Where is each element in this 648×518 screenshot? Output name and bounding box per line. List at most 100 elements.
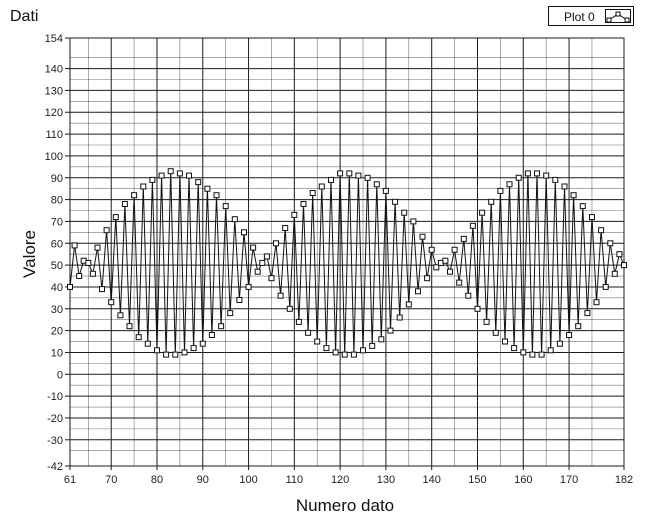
data-point <box>89 270 96 277</box>
data-point <box>76 273 83 279</box>
data-point <box>534 170 540 177</box>
data-point <box>538 351 545 358</box>
data-point <box>607 240 614 247</box>
data-point <box>502 338 508 345</box>
data-point <box>204 185 211 192</box>
legend[interactable]: Plot 0 <box>548 6 634 26</box>
data-point <box>71 242 78 249</box>
data-point <box>346 170 353 177</box>
data-point <box>543 172 550 179</box>
data-point <box>309 190 316 196</box>
data-point <box>295 318 302 325</box>
data-point <box>364 174 371 181</box>
data-point <box>556 340 563 347</box>
y-tick-label: 10 <box>51 347 63 359</box>
y-tick-label: -20 <box>47 413 63 425</box>
data-point <box>263 253 270 260</box>
data-point <box>108 299 115 306</box>
data-point <box>341 351 348 358</box>
y-tick-label: 110 <box>45 129 63 141</box>
y-tick-label: -42 <box>47 461 63 473</box>
data-point <box>227 310 234 317</box>
y-tick-label: 80 <box>51 195 63 207</box>
data-point <box>67 283 73 290</box>
data-point <box>511 345 518 352</box>
y-tick-label: 120 <box>45 107 63 119</box>
data-point <box>488 198 495 205</box>
x-tick-label: 100 <box>239 474 257 486</box>
data-point <box>433 264 440 271</box>
x-tick-label: 90 <box>197 474 209 486</box>
data-point <box>552 176 559 183</box>
x-tick-label: 170 <box>560 474 578 486</box>
data-point <box>144 340 151 347</box>
legend-label: Plot 0 <box>564 10 595 24</box>
data-point <box>451 246 458 253</box>
data-point <box>241 229 247 236</box>
data-point <box>382 187 389 194</box>
y-tick-label: 130 <box>45 85 63 97</box>
data-point <box>176 170 183 177</box>
data-point <box>410 218 417 225</box>
data-point <box>94 244 101 251</box>
x-tick-label: 160 <box>514 474 532 486</box>
data-point <box>611 270 618 277</box>
data-point <box>282 225 289 231</box>
data-point <box>300 201 307 207</box>
x-tick-label: 140 <box>423 474 441 486</box>
data-point <box>515 174 522 181</box>
data-point <box>231 216 238 223</box>
data-point <box>291 211 298 218</box>
data-point <box>337 170 344 177</box>
x-tick-label: 61 <box>64 474 76 486</box>
data-point <box>428 246 435 253</box>
data-point <box>259 259 266 266</box>
legend-plot-style-icon[interactable] <box>605 9 631 23</box>
data-point <box>497 187 504 194</box>
data-point <box>442 257 449 264</box>
x-tick-label: 110 <box>286 474 304 486</box>
series-line <box>69 171 625 355</box>
data-point <box>589 214 595 221</box>
data-point <box>323 345 330 352</box>
data-point <box>158 172 165 179</box>
data-point <box>566 332 573 338</box>
data-point <box>529 351 536 358</box>
chart-title: Dati <box>10 8 38 25</box>
data-point <box>419 233 426 240</box>
data-point <box>602 283 609 290</box>
y-tick-label: 90 <box>51 173 63 185</box>
data-point <box>621 262 627 269</box>
data-point <box>85 259 92 266</box>
y-tick-label: 70 <box>51 216 63 228</box>
data-point <box>250 244 257 251</box>
data-point <box>208 332 215 338</box>
x-tick-label: 182 <box>615 474 633 486</box>
data-point <box>561 183 568 190</box>
data-point <box>186 172 192 179</box>
data-point <box>405 301 412 308</box>
y-tick-label: -10 <box>47 391 63 403</box>
x-tick-label: 150 <box>468 474 486 486</box>
data-point <box>524 170 531 177</box>
y-tick-label: 50 <box>51 260 63 272</box>
data-point <box>616 251 623 258</box>
data-point <box>332 349 339 356</box>
data-point <box>222 203 229 210</box>
data-point <box>447 268 453 275</box>
y-tick-label: 60 <box>51 238 63 250</box>
data-point <box>149 176 156 183</box>
data-point <box>360 347 366 354</box>
y-axis-label: Valore <box>20 230 39 278</box>
data-point <box>268 275 275 282</box>
data-point <box>598 227 605 234</box>
y-tick-label: 154 <box>45 33 63 45</box>
data-point <box>520 349 527 356</box>
data-point <box>213 192 220 199</box>
data-point <box>254 268 261 275</box>
data-point <box>318 183 325 190</box>
x-tick-label: 70 <box>105 474 117 486</box>
grid <box>69 37 625 467</box>
data-point <box>199 340 206 347</box>
